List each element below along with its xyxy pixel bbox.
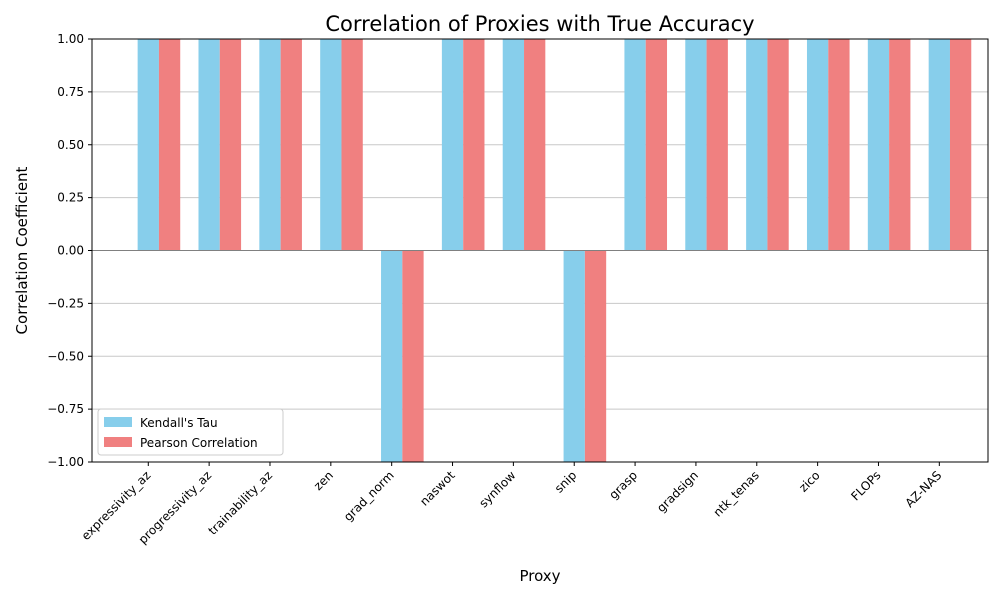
bar-pearson	[524, 39, 546, 251]
bar-pearson	[645, 39, 668, 251]
bar-kendall	[563, 250, 585, 462]
bar-kendall	[746, 39, 768, 251]
bar-kendall	[867, 39, 890, 251]
y-axis-label: Correlation Coefficient	[13, 166, 31, 334]
bar-pearson	[949, 39, 972, 251]
y-tick-label: 0.25	[57, 191, 84, 205]
bar-kendall	[137, 39, 159, 251]
x-tick-label: FLOPs	[848, 468, 883, 503]
y-axis-ticks: 1.00 0.75 0.50 0.25 0.00 −0.25 −0.50 −0.75 −1.00	[47, 32, 92, 469]
bar-kendall	[806, 39, 829, 251]
bar-pearson	[889, 39, 911, 251]
bar-kendall	[320, 39, 342, 251]
y-tick-label: 0.50	[57, 138, 84, 152]
bar-kendall	[502, 39, 525, 251]
y-tick-label: −0.50	[47, 349, 84, 363]
legend-swatch	[104, 417, 132, 427]
bars	[137, 39, 972, 462]
y-tick-label: 0.75	[57, 85, 84, 99]
legend-swatch	[104, 437, 132, 447]
y-tick-label: −1.00	[47, 455, 84, 469]
bar-kendall	[381, 250, 403, 462]
chart-title: Correlation of Proxies with True Accurac…	[325, 12, 754, 36]
bar-kendall	[685, 39, 707, 251]
bar-pearson	[463, 39, 485, 251]
bar-kendall	[624, 39, 646, 251]
x-axis-label: Proxy	[519, 567, 560, 585]
bar-pearson	[219, 39, 242, 251]
bar-kendall	[259, 39, 281, 251]
x-tick-label: trainability_az	[206, 468, 276, 538]
bar-pearson	[706, 39, 728, 251]
x-tick-label: naswot	[417, 468, 458, 509]
y-tick-label: −0.75	[47, 402, 84, 416]
legend-label: Pearson Correlation	[140, 436, 258, 450]
y-tick-label: −0.25	[47, 296, 84, 310]
bar-kendall	[928, 39, 950, 251]
bar-pearson	[341, 39, 363, 251]
x-tick-label: AZ-NAS	[902, 468, 944, 510]
bar-pearson	[584, 250, 607, 462]
bar-pearson	[767, 39, 789, 251]
x-axis-ticks: expressivity_azprogressivity_aztrainabil…	[79, 462, 944, 547]
x-tick-label: grad_norm	[341, 468, 397, 524]
x-tick-label: ntk_tenas	[711, 468, 762, 519]
legend: Kendall's Tau Pearson Correlation	[97, 408, 284, 456]
bar-pearson	[158, 39, 181, 251]
x-tick-label: snip	[552, 468, 579, 495]
legend-label: Kendall's Tau	[140, 416, 218, 430]
x-tick-label: zen	[311, 468, 336, 493]
bar-pearson	[828, 39, 850, 251]
bar-kendall	[441, 39, 464, 251]
y-tick-label: 0.00	[57, 244, 84, 258]
bar-pearson	[280, 39, 302, 251]
x-tick-label: synflow	[476, 468, 518, 510]
y-tick-label: 1.00	[57, 32, 84, 46]
x-tick-label: gradsign	[654, 468, 701, 515]
legend-frame	[97, 408, 284, 456]
x-tick-label: zico	[796, 468, 823, 495]
x-tick-label: grasp	[606, 468, 640, 502]
bar-pearson	[402, 250, 424, 462]
bar-kendall	[198, 39, 220, 251]
